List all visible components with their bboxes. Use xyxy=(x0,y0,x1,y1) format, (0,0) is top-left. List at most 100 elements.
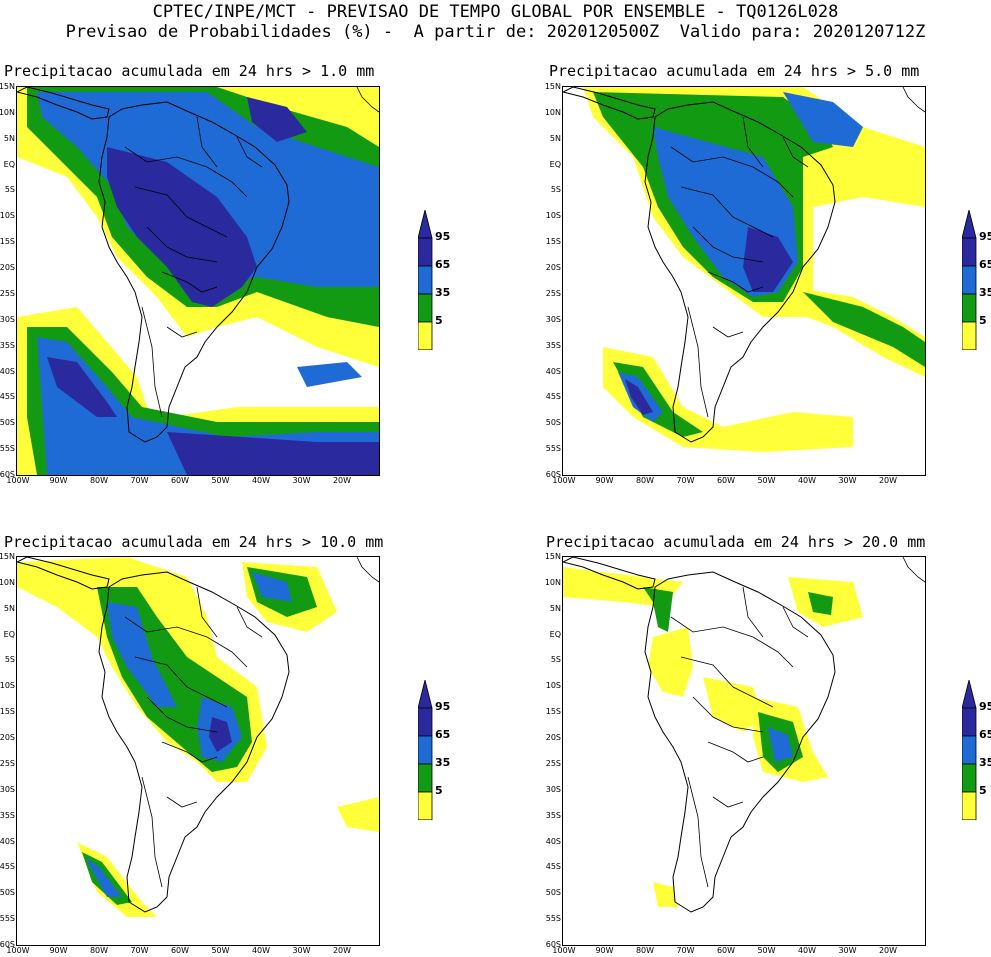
country-border xyxy=(707,741,764,763)
precip-shading-p35 xyxy=(803,292,925,367)
lat-tick-label: 15S xyxy=(545,237,561,247)
lat-tick-label: 35S xyxy=(0,340,15,350)
lon-tick-label: 40W xyxy=(251,476,271,485)
colorbar-level-label: 35 xyxy=(979,756,991,769)
country-border xyxy=(124,146,248,198)
colorbar-level-label: 35 xyxy=(435,286,451,299)
lon-tick-label: 100W xyxy=(6,476,30,485)
lat-tick-label: 25S xyxy=(0,288,15,298)
colorbar-level-label: 95 xyxy=(435,700,451,713)
lat-tick-label: EQ xyxy=(3,629,15,639)
colorbar-segment-p35 xyxy=(961,293,977,323)
colorbar-level-label: 65 xyxy=(435,728,451,741)
lat-tick-label: 10N xyxy=(0,107,15,117)
precip-shading-p35 xyxy=(643,587,673,632)
map-panel-1mm xyxy=(16,86,380,476)
lon-tick-label: 30W xyxy=(838,476,857,485)
colorbar-top-arrow xyxy=(961,679,977,709)
lat-tick-label: 50S xyxy=(0,418,15,428)
precip-shading-p95 xyxy=(247,97,307,142)
lon-tick-label: 70W xyxy=(676,946,695,955)
lon-tick-label: 20W xyxy=(878,946,898,955)
colorbar-segment-p5 xyxy=(961,321,977,351)
header-subtitle: Previsao de Probabilidades (%) - A parti… xyxy=(65,22,926,42)
colorbar-level-label: 65 xyxy=(979,258,991,271)
coastline-central-america xyxy=(563,87,656,120)
lat-tick-label: 5S xyxy=(4,185,15,195)
colorbar-20mm: 95 65 35 5 xyxy=(961,679,991,821)
country-border xyxy=(670,616,794,668)
colorbar-segment-p5 xyxy=(961,791,977,821)
colorbar-segment-p95 xyxy=(961,237,977,267)
coastline-south-america xyxy=(98,101,290,443)
lat-tick-label: 55S xyxy=(0,444,15,454)
lat-tick-label: 5S xyxy=(550,655,561,665)
lat-tick-label: 60S xyxy=(545,940,561,949)
country-border xyxy=(146,696,218,733)
lat-tick-label: 50S xyxy=(545,888,561,898)
coastline-africa xyxy=(902,87,925,113)
precip-probability-field xyxy=(17,557,379,917)
lat-tick-label: 55S xyxy=(545,444,561,454)
lon-tick-label: 90W xyxy=(595,476,614,485)
country-border xyxy=(236,136,263,168)
precip-shading-p35 xyxy=(808,592,833,615)
colorbar-top-arrow xyxy=(961,209,977,239)
panel-title-10mm: Precipitacao acumulada em 24 hrs > 10.0 … xyxy=(4,533,384,551)
lat-tick-label: 45S xyxy=(0,862,15,872)
precip-probability-field xyxy=(563,557,925,913)
colorbar-segment-p65 xyxy=(417,265,433,295)
precip-shading-p95 xyxy=(167,432,379,475)
precip-shading-p65 xyxy=(85,857,122,897)
precip-shading-p95 xyxy=(47,357,117,417)
country-border xyxy=(141,776,163,888)
lat-tick-label: 10N xyxy=(544,107,561,117)
lon-tick-label: 30W xyxy=(838,946,857,955)
colorbar-level-label: 95 xyxy=(979,700,991,713)
country-border xyxy=(196,116,218,168)
lon-tick-label: 40W xyxy=(797,476,817,485)
lat-tick-label: 10N xyxy=(544,577,561,587)
colorbar-segment-p95 xyxy=(417,707,433,737)
lon-tick-label: 90W xyxy=(49,946,68,955)
country-border xyxy=(134,186,228,238)
lat-tick-label: 15S xyxy=(545,707,561,717)
lat-tick-label: 35S xyxy=(545,340,561,350)
colorbar-10mm: 95 65 35 5 xyxy=(417,679,458,821)
lat-tick-label: 25S xyxy=(545,758,561,768)
country-border xyxy=(236,606,263,638)
lat-tick-label: 40S xyxy=(545,366,561,376)
precip-shading-p5 xyxy=(648,627,693,697)
lon-tick-label: 60W xyxy=(716,946,736,955)
country-border xyxy=(692,696,764,733)
lat-tick-label: 15N xyxy=(0,82,15,91)
lat-tick-label: 35S xyxy=(0,810,15,820)
coastline-central-america xyxy=(17,557,110,590)
lon-tick-label: 80W xyxy=(89,476,109,485)
lat-tick-label: 50S xyxy=(0,888,15,898)
country-border xyxy=(670,146,794,198)
country-border xyxy=(680,186,774,238)
colorbar-top-arrow xyxy=(417,679,433,709)
lat-tick-label: 10N xyxy=(0,577,15,587)
lat-tick-label: 30S xyxy=(545,314,561,324)
lon-tick-label: 100W xyxy=(552,946,576,955)
lat-tick-label: 25S xyxy=(0,758,15,768)
country-border xyxy=(141,306,163,418)
lat-tick-label: 10S xyxy=(545,211,561,221)
lat-tick-label: 20S xyxy=(545,263,561,273)
lat-tick-label: 5N xyxy=(3,603,15,613)
country-border xyxy=(161,741,218,763)
precip-shading-p65 xyxy=(783,92,863,147)
lat-tick-label: EQ xyxy=(3,159,15,169)
lat-tick-label: 20S xyxy=(0,263,15,273)
lat-tick-label: 5N xyxy=(549,603,561,613)
colorbar-segment-p5 xyxy=(417,321,433,351)
precip-shading-p5 xyxy=(337,797,379,832)
precip-shading-p95 xyxy=(743,227,793,292)
lat-tick-label: 20S xyxy=(0,733,15,743)
lon-tick-label: 70W xyxy=(676,476,695,485)
precip-shading-p65 xyxy=(37,92,379,287)
precip-shading-p65 xyxy=(768,727,793,762)
precip-shading-p5 xyxy=(703,677,763,732)
